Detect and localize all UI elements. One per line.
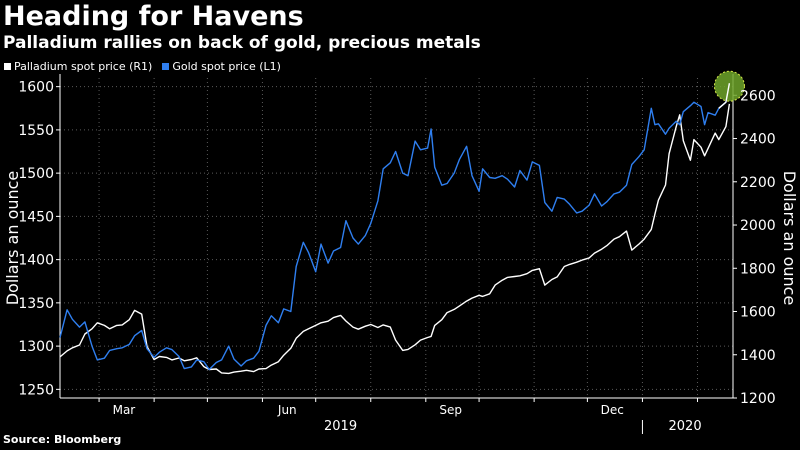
right-tick-label: 1200	[740, 391, 776, 407]
left-tick-label: 1500	[18, 166, 54, 182]
chart-title: Heading for Havens	[3, 1, 304, 32]
y-axis-title-right: Dollars an ounce	[780, 171, 799, 306]
x-tick-label: Sep	[439, 403, 462, 417]
right-tick-label: 1800	[740, 261, 776, 277]
year-label: 2019	[324, 419, 357, 434]
legend-swatch-gold	[162, 63, 170, 70]
left-tick-label: 1250	[18, 382, 54, 398]
x-tick-label: Dec	[601, 403, 624, 417]
legend-label-palladium: Palladium spot price (R1)	[14, 60, 153, 73]
left-tick-label: 1600	[18, 80, 54, 96]
gold-price-line	[59, 83, 731, 371]
right-tick-label: 2000	[740, 218, 776, 234]
highlight-layer	[713, 70, 745, 109]
grid-layer	[60, 78, 733, 398]
axis-layer	[56, 74, 737, 434]
chart-subtitle: Palladium rallies on back of gold, preci…	[3, 33, 481, 53]
source-note: Source: Bloomberg	[3, 433, 122, 446]
left-tick-label: 1350	[18, 296, 54, 312]
legend-label-gold: Gold spot price (L1)	[172, 60, 281, 73]
right-tick-label: 1400	[740, 348, 776, 364]
right-tick-label: 2600	[740, 88, 776, 104]
legend-item-gold: Gold spot price (L1)	[162, 60, 281, 73]
y-axis-title-left: Dollars an ounce	[3, 171, 22, 306]
left-tick-label: 1400	[18, 253, 54, 269]
x-tick-label: Mar	[113, 403, 136, 417]
label-layer: 1250 1300 1350 1400 1450 1500 1550 1600 1200 1400…	[3, 80, 799, 434]
year-label: 2020	[669, 419, 702, 434]
legend-item-palladium: Palladium spot price (R1)	[4, 60, 152, 73]
left-tick-label: 1450	[18, 209, 54, 225]
highlight-line-tail	[718, 83, 731, 109]
left-tick-label: 1300	[18, 339, 54, 355]
x-tick-label: Jun	[277, 403, 297, 417]
series-layer	[59, 83, 731, 375]
legend-swatch-palladium	[4, 63, 11, 70]
right-tick-label: 2400	[740, 132, 776, 148]
left-tick-label: 1550	[18, 123, 54, 139]
palladium-price-line	[59, 103, 731, 375]
right-tick-label: 2200	[740, 175, 776, 191]
chart-legend: Palladium spot price (R1) Gold spot pric…	[4, 60, 291, 73]
right-tick-label: 1600	[740, 305, 776, 321]
